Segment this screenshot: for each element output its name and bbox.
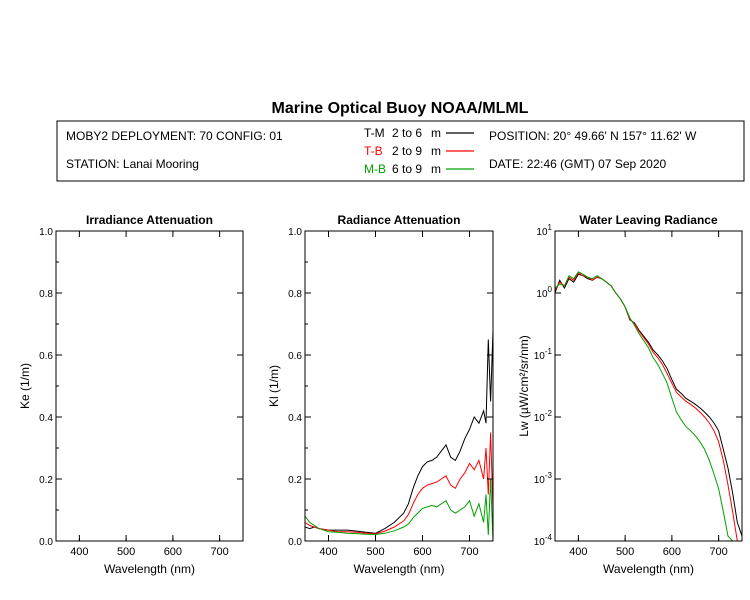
legend-unit: m <box>431 162 441 176</box>
irradiance-attenuation-panel: Irradiance Attenuation 400 500 600 700 0.0 0.2… <box>18 213 244 576</box>
x-tick-label: 500 <box>616 546 634 558</box>
y-tick-label: 101 <box>536 223 552 238</box>
legend: T-M 2 to 6 m T-B 2 to 9 m M-B 6 to 9 m <box>364 126 474 176</box>
x-axis-label: Wavelength (nm) <box>354 562 445 576</box>
radiance-attenuation-panel: Radiance Attenuation 400 500 600 700 0.0 0.2 0.… <box>267 213 494 576</box>
y-tick-label: 10-3 <box>534 471 553 486</box>
y-tick-label: 100 <box>536 285 552 300</box>
info-box <box>56 120 745 182</box>
series-line-t-m <box>555 273 742 537</box>
plot-frame <box>304 230 494 542</box>
y-tick-label: 0.4 <box>288 413 302 424</box>
legend-range: 2 to 6 <box>392 126 422 140</box>
y-axis-label: Ke (1/m) <box>18 363 32 409</box>
y-tick-label: 0.2 <box>288 475 302 486</box>
series-line-t-b <box>555 272 742 541</box>
series-line-m-b <box>305 478 493 541</box>
legend-code-m-b: M-B <box>364 162 386 176</box>
x-axis-label: Wavelength (nm) <box>104 562 195 576</box>
y-tick-label: 0.0 <box>288 537 302 548</box>
legend-unit: m <box>431 126 441 140</box>
station-text: STATION: Lanai Mooring <box>66 157 199 171</box>
deployment-text: MOBY2 DEPLOYMENT: 70 CONFIG: 01 <box>66 129 283 143</box>
y-tick-label: 1.0 <box>39 227 53 238</box>
y-tick-label: 10-2 <box>534 409 553 424</box>
x-tick-label: 600 <box>413 546 431 558</box>
x-tick-label: 600 <box>164 546 182 558</box>
x-tick-label: 400 <box>319 546 337 558</box>
plot-frame <box>55 230 244 542</box>
y-tick-label: 10-1 <box>534 347 553 362</box>
x-tick-label: 700 <box>460 546 478 558</box>
legend-unit: m <box>431 144 441 158</box>
series-line-t-b <box>305 432 493 535</box>
legend-code-t-m: T-M <box>364 126 385 140</box>
water-leaving-radiance-panel: Water Leaving Radiance 400 500 600 700 101 100… <box>517 213 743 576</box>
legend-range: 2 to 9 <box>392 144 422 158</box>
panel-title: Irradiance Attenuation <box>86 213 213 227</box>
x-tick-label: 500 <box>366 546 384 558</box>
y-axis-label: Lw (µW/cm²/sr/nm) <box>517 335 531 437</box>
y-tick-label: 0.0 <box>39 537 53 548</box>
plot-frame <box>554 230 743 542</box>
position-text: POSITION: 20° 49.66' N 157° 11.62' W <box>489 129 697 143</box>
y-tick-label: 0.8 <box>39 289 53 300</box>
y-tick-label: 0.4 <box>39 413 53 424</box>
y-axis-label: Kl (1/m) <box>267 365 281 407</box>
y-tick-label: 0.8 <box>288 289 302 300</box>
series-line-t-m <box>305 330 493 534</box>
figure-title: Marine Optical Buoy NOAA/MLML <box>272 100 529 117</box>
y-tick-label: 1.0 <box>288 227 302 238</box>
panel-title: Water Leaving Radiance <box>579 213 718 227</box>
x-tick-label: 400 <box>70 546 88 558</box>
series-line-m-b <box>555 271 742 541</box>
x-tick-label: 400 <box>569 546 587 558</box>
date-text: DATE: 22:46 (GMT) 07 Sep 2020 <box>489 157 667 171</box>
y-tick-label: 0.2 <box>39 475 53 486</box>
y-tick-label: 0.6 <box>288 351 302 362</box>
x-tick-label: 700 <box>709 546 727 558</box>
legend-code-t-b: T-B <box>364 144 383 158</box>
panel-title: Radiance Attenuation <box>338 213 461 227</box>
legend-range: 6 to 9 <box>392 162 422 176</box>
y-tick-label: 0.6 <box>39 351 53 362</box>
x-tick-label: 700 <box>210 546 228 558</box>
x-tick-label: 500 <box>117 546 135 558</box>
x-axis-label: Wavelength (nm) <box>603 562 694 576</box>
x-tick-label: 600 <box>663 546 681 558</box>
y-tick-label: 10-4 <box>534 533 553 548</box>
